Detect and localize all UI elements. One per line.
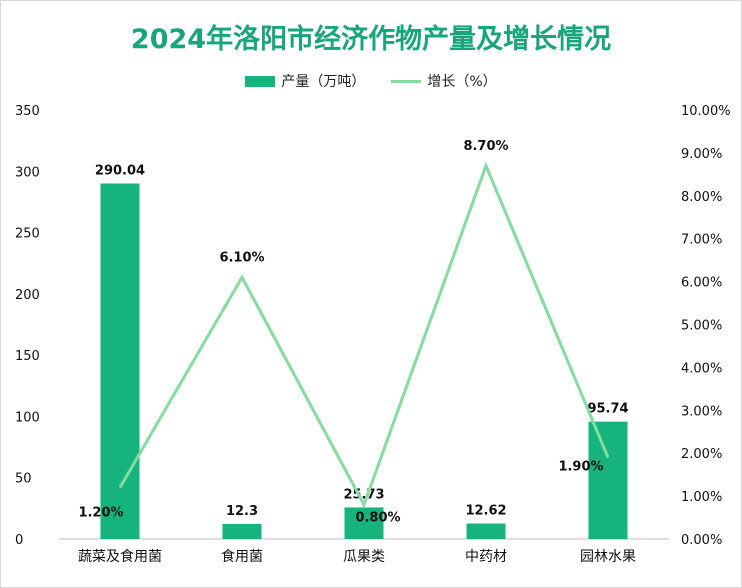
x-category-label: 蔬菜及食用菌 xyxy=(78,548,162,565)
x-category-label: 园林水果 xyxy=(580,549,636,565)
y-right-tick-label: 1.00% xyxy=(681,490,722,505)
y-right-tick-label: 5.00% xyxy=(681,319,722,334)
y-right-tick-label: 7.00% xyxy=(681,233,722,248)
bar-output xyxy=(588,421,628,539)
line-data-label: 1.90% xyxy=(558,459,603,474)
y-left-tick-label: 100 xyxy=(15,410,40,425)
legend-label-growth: 增长（%） xyxy=(427,74,497,90)
line-data-label: 8.70% xyxy=(463,139,508,154)
x-category-label: 瓜果类 xyxy=(343,549,385,565)
x-category-label: 食用菌 xyxy=(221,548,263,565)
legend-item-output: 产量（万吨） xyxy=(245,71,365,91)
legend-swatch-line xyxy=(391,79,422,83)
y-right-tick-label: 8.00% xyxy=(681,190,722,205)
legend-item-growth: 增长（%） xyxy=(391,71,497,91)
legend-label-output: 产量（万吨） xyxy=(281,74,366,90)
bar-data-label: 95.74 xyxy=(587,402,628,417)
y-right-tick-label: 3.00% xyxy=(681,404,722,419)
y-left-tick-label: 0 xyxy=(15,533,23,548)
y-left-tick-label: 200 xyxy=(15,288,40,303)
growth-line xyxy=(118,161,610,509)
y-left-tick-label: 50 xyxy=(15,472,32,487)
y-left-tick-label: 350 xyxy=(15,104,40,119)
legend: 产量（万吨） 增长（%） xyxy=(1,71,741,91)
line-data-label: 0.80% xyxy=(355,511,400,526)
y-right-tick-label: 0.00% xyxy=(681,533,722,548)
bar-data-label: 12.62 xyxy=(465,504,506,519)
legend-swatch-bar xyxy=(245,75,276,87)
y-right-tick-label: 9.00% xyxy=(681,147,722,162)
y-right-tick-label: 10.00% xyxy=(681,104,731,119)
y-right-tick-label: 2.00% xyxy=(681,447,722,462)
chart-title: 2024年洛阳市经济作物产量及增长情况 xyxy=(130,24,612,55)
bar-output xyxy=(466,523,506,539)
bar-data-label: 290.04 xyxy=(95,163,145,178)
x-category-label: 中药材 xyxy=(465,549,507,565)
y-right-tick-label: 4.00% xyxy=(681,361,722,376)
bar-data-label: 25.73 xyxy=(343,487,384,502)
y-left-tick-label: 300 xyxy=(15,165,40,180)
bar-data-label: 12.3 xyxy=(226,504,258,519)
bar-output xyxy=(100,183,140,539)
line-data-label: 1.20% xyxy=(78,506,123,521)
y-right-tick-label: 6.00% xyxy=(681,276,722,291)
bar-output xyxy=(222,523,262,539)
line-data-label: 6.10% xyxy=(219,250,264,265)
bar-output xyxy=(344,507,384,539)
y-left-tick-label: 250 xyxy=(15,227,40,242)
y-left-tick-label: 150 xyxy=(15,349,40,364)
